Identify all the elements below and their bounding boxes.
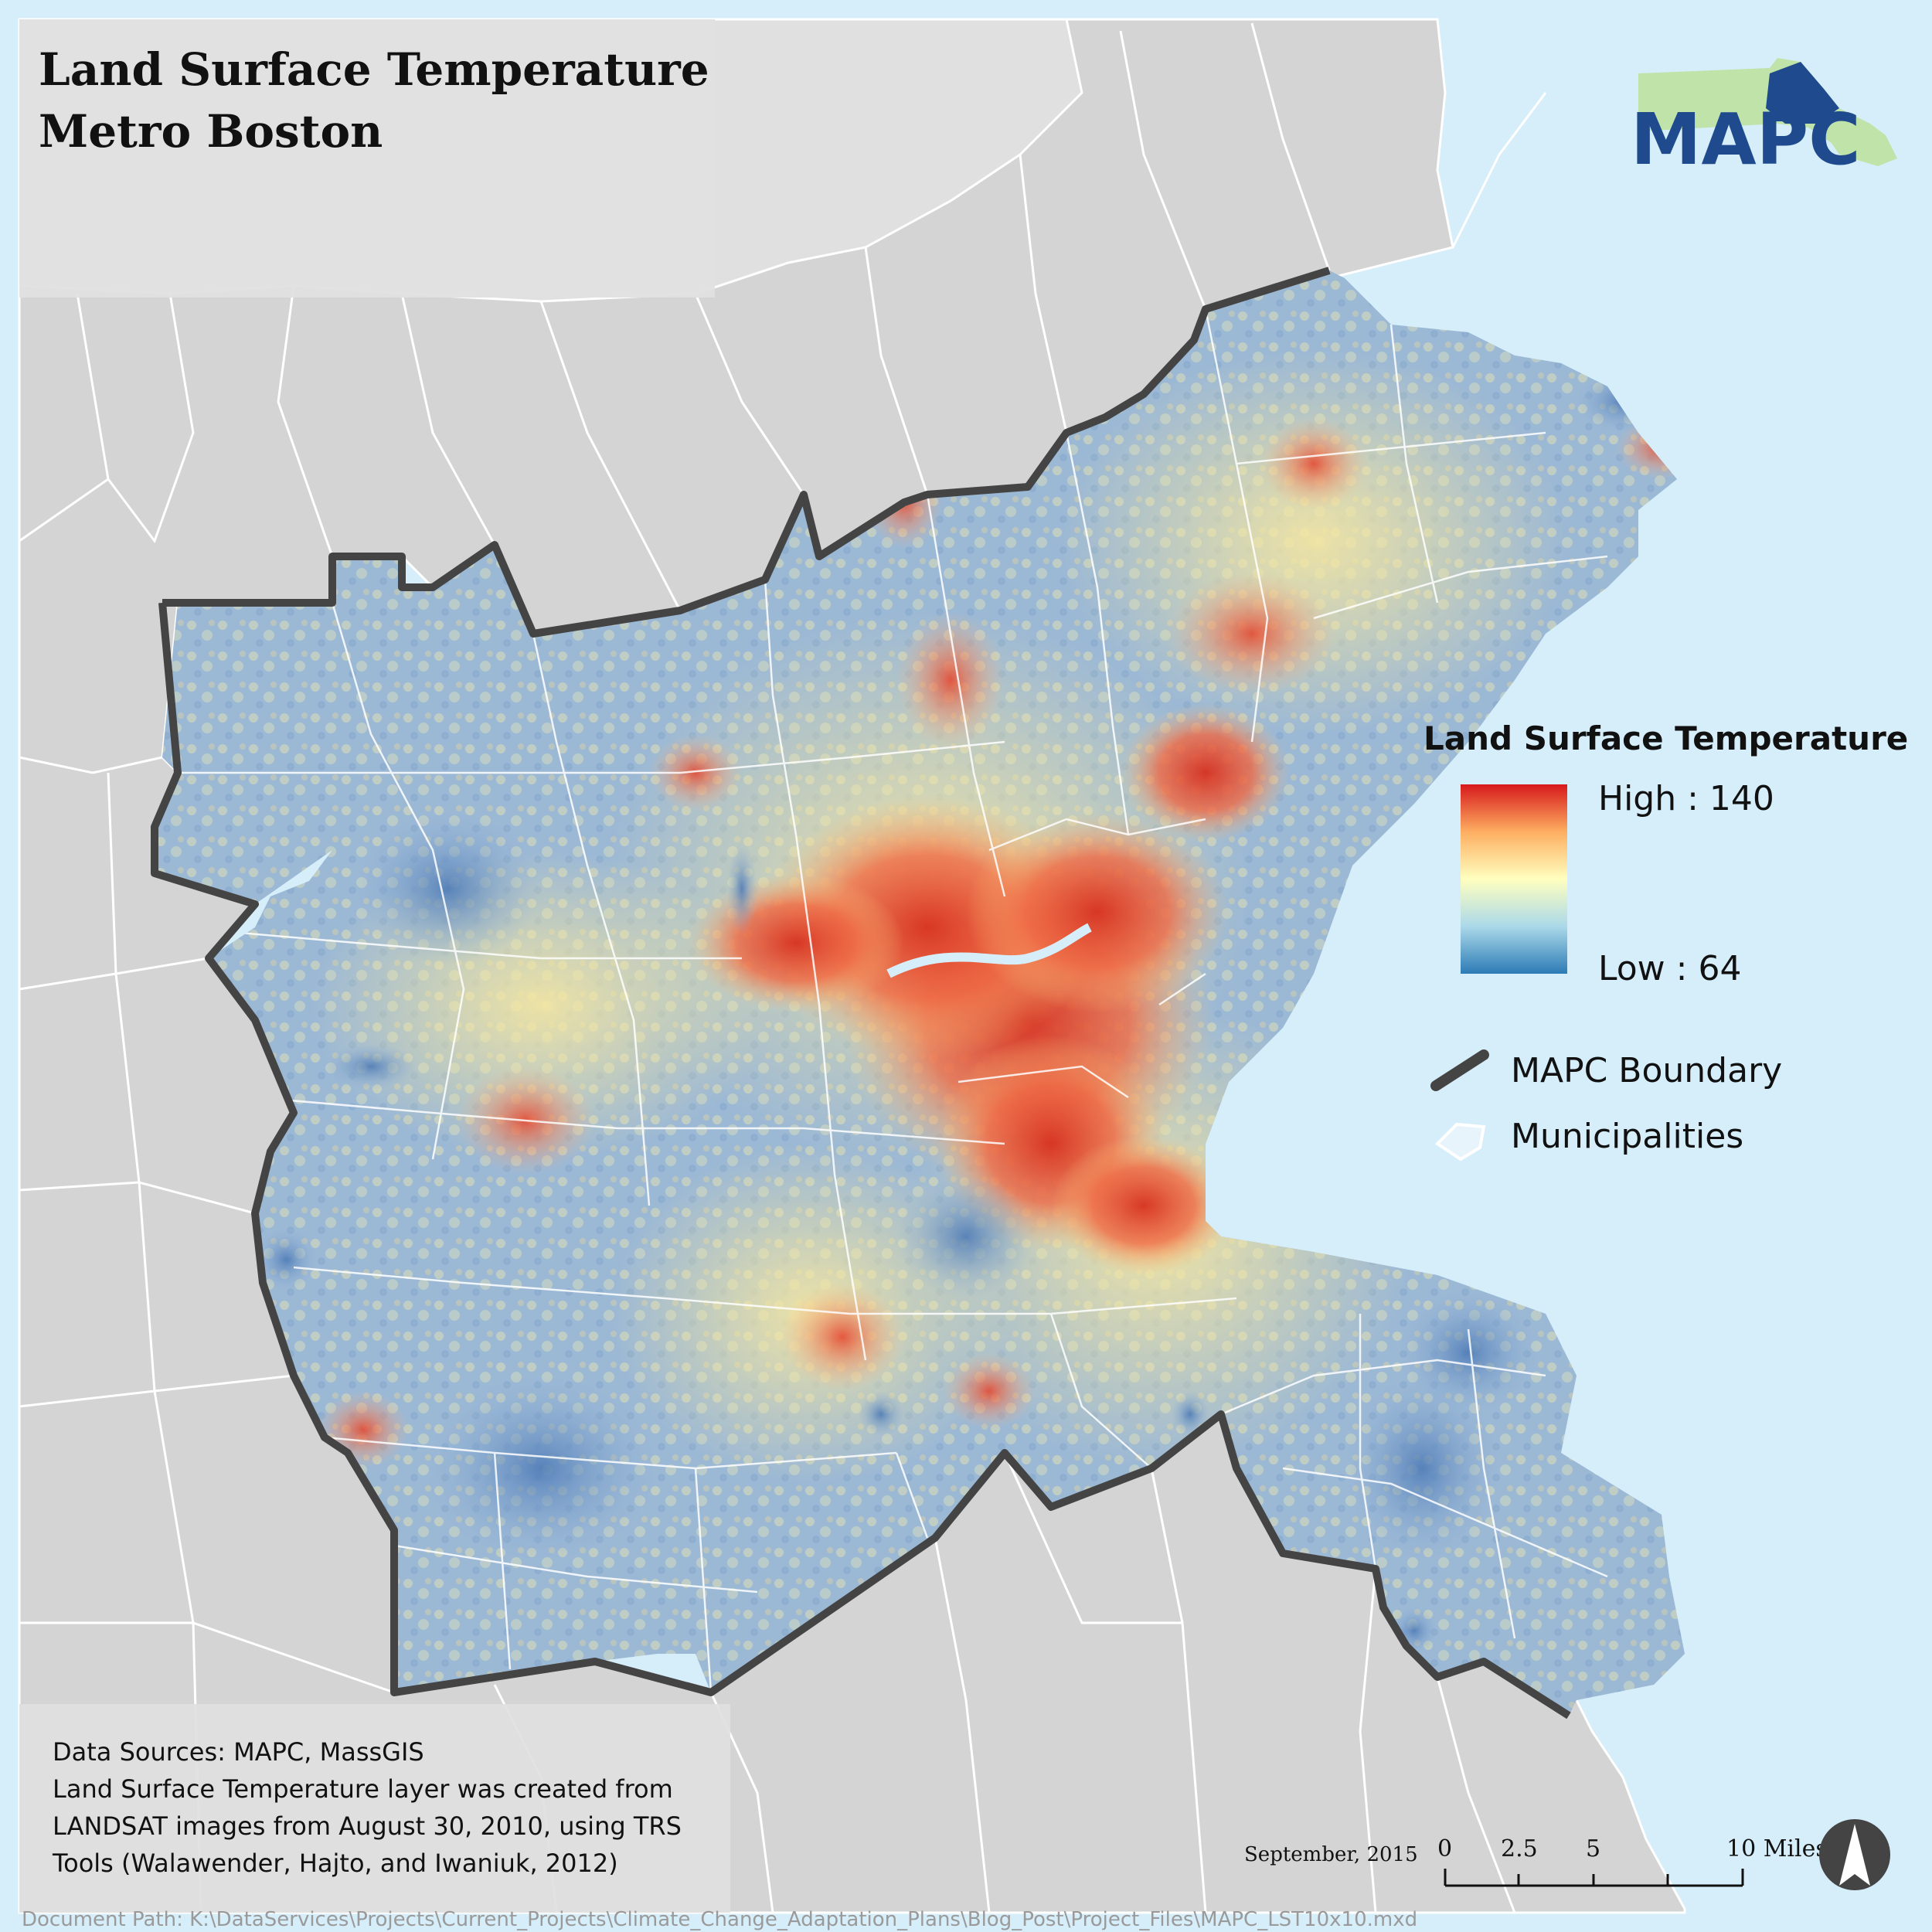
mapc-logo-text: MAPC [1631, 98, 1861, 181]
sources-line2: Land Surface Temperature layer was creat… [53, 1774, 673, 1804]
outside-municipal-lines [19, 22, 1547, 1913]
north-arrow-icon [1819, 1819, 1890, 1890]
map-title-line2: Metro Boston [39, 105, 383, 158]
sources-line4: Tools (Walawender, Hajto, and Iwaniuk, 2… [52, 1849, 618, 1878]
mapc-boundary [151, 267, 1571, 1719]
legend: Land Surface Temperature High : 140 Low … [1423, 719, 1908, 1162]
legend-boundary-symbol [1430, 1049, 1489, 1091]
scale-bar: 0 2.5 5 10 Miles [1437, 1835, 1828, 1887]
legend-boundary-label: MAPC Boundary [1511, 1051, 1782, 1090]
sources-line1: Data Sources: MAPC, MassGIS [53, 1737, 424, 1767]
legend-municipalities-label: Municipalities [1511, 1117, 1743, 1156]
legend-color-ramp [1461, 784, 1567, 974]
mapc-logo: MAPC [1631, 58, 1897, 181]
map-date: September, 2015 [1244, 1843, 1418, 1866]
legend-title: Land Surface Temperature [1423, 719, 1908, 757]
document-path: Document Path: K:\DataServices\Projects\… [22, 1908, 1417, 1931]
sources-box [19, 1704, 730, 1913]
scale-tick-10-miles: 10 Miles [1726, 1835, 1828, 1862]
legend-municipalities-symbol [1434, 1122, 1486, 1162]
scale-tick-2-5: 2.5 [1501, 1835, 1538, 1862]
legend-low-label: Low : 64 [1598, 949, 1741, 988]
scale-tick-5: 5 [1586, 1835, 1600, 1862]
title-box [19, 19, 715, 298]
map-title-line1: Land Surface Temperature [39, 43, 709, 96]
sources-line3: LANDSAT images from August 30, 2010, usi… [53, 1811, 682, 1841]
municipal-boundaries [162, 308, 1608, 1693]
massachusetts-state-icon [1638, 58, 1897, 166]
legend-high-label: High : 140 [1598, 779, 1774, 818]
scale-tick-0: 0 [1437, 1835, 1452, 1862]
mapc-region-icon [1766, 62, 1839, 124]
